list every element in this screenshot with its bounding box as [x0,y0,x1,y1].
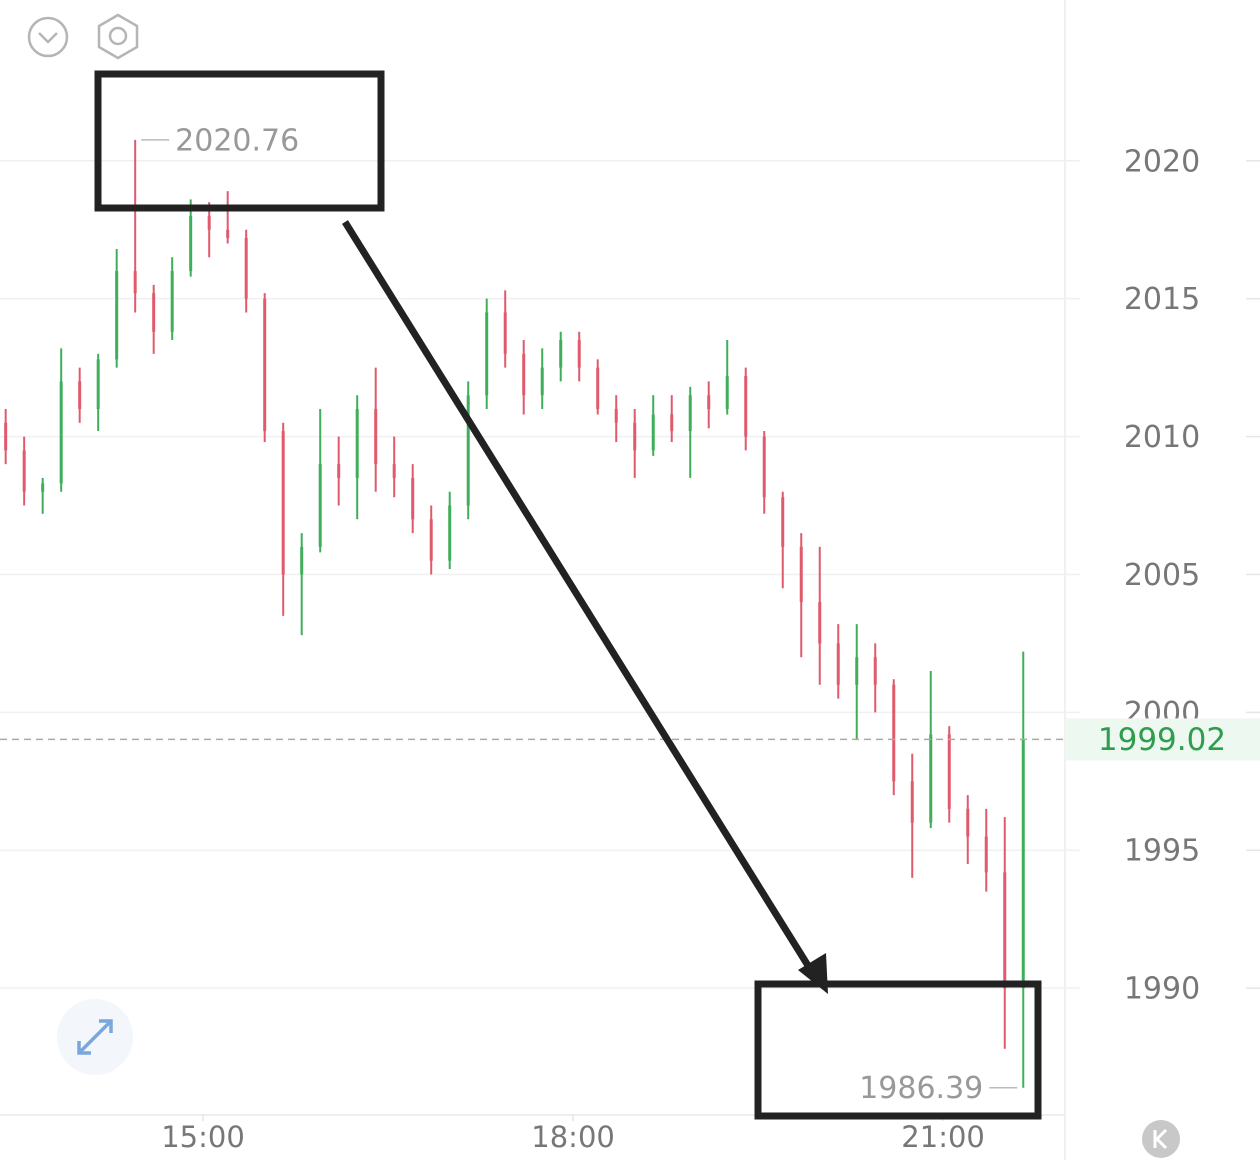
candle-body [762,436,766,498]
candle-body [281,431,285,575]
last-price-label: 1999.02 [1098,722,1226,758]
candle-body [448,505,452,561]
candle-body [1021,739,1025,989]
candle-body [670,414,674,432]
candle-body [226,229,230,239]
candle-body [337,464,341,478]
candle-body [725,375,729,409]
candle-body [244,238,248,299]
candle-body [41,483,45,492]
candle-body [263,298,267,432]
candle-body [540,367,544,396]
candle-body [411,477,415,520]
expand-button[interactable] [57,999,133,1075]
candle-body [1003,872,1007,989]
candle-body [873,657,877,685]
candle-body [688,395,692,432]
candle-body [22,450,26,492]
candle-body [836,643,840,685]
candle-body [300,546,304,575]
candle-body [4,422,8,451]
candle-body [466,395,470,506]
candle-body [207,215,211,230]
candle-body [984,836,988,873]
candle-body [596,367,600,409]
candle-body [577,340,581,368]
candle-body [818,602,822,644]
settings-button[interactable] [97,13,139,60]
candle-body [485,312,489,396]
candle-body [152,293,156,332]
candle-body [614,408,618,423]
y-tick-label: 1990 [1124,972,1200,1007]
x-tick-label: 21:00 [901,1120,985,1154]
x-tick-label: 15:00 [161,1120,245,1154]
candle-body [707,395,711,409]
candle-body [910,781,914,823]
highlight-box [754,980,1042,1120]
candle-body [559,340,563,368]
candle-body [799,546,803,603]
y-tick-label: 2015 [1124,282,1200,317]
y-tick-label: 2020 [1124,144,1200,179]
collapse-button[interactable] [27,16,69,58]
candle-body [96,359,100,409]
candle-body [374,408,378,465]
candle-body [59,381,63,484]
candle-body [947,734,951,809]
candle-body [78,381,82,409]
candle-body [929,734,933,823]
last-price-box [1065,718,1260,761]
low-label: 1986.39 [859,1071,983,1106]
candle-body [392,464,396,478]
highlight-box [94,70,385,212]
candle-body [781,497,785,547]
candles [4,139,1025,1088]
candle-body [189,215,193,272]
candle-body [744,375,748,437]
candle-body [633,422,637,451]
candle-body [855,657,859,685]
high-label: 2020.76 [175,123,299,158]
candle-body [892,684,896,782]
arrow [342,220,815,974]
arrow-head [798,953,828,994]
k-button[interactable] [1142,1120,1180,1158]
y-tick-label: 1995 [1124,834,1200,869]
y-tick-label: 2005 [1124,558,1200,593]
candle-body [522,353,526,396]
y-tick-label: 2010 [1124,420,1200,455]
x-tick-label: 18:00 [531,1120,615,1154]
candle-body [115,271,119,360]
candle-body [318,464,322,547]
candle-body [503,312,507,354]
candle-body [966,808,970,837]
candle-body [651,414,655,451]
candle-body [133,271,137,294]
candle-body [355,408,359,478]
candle-body [170,271,174,332]
overlays: 2020.76 1986.39 1999.02 [0,123,1260,1106]
candle-body [429,519,433,561]
